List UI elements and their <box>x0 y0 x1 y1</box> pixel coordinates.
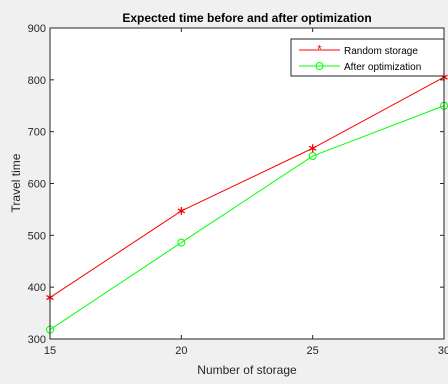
y-tick-label: 300 <box>28 334 46 346</box>
y-tick-label: 700 <box>28 127 46 139</box>
y-tick-label: 500 <box>28 230 46 242</box>
legend-marker-after-optimization <box>315 62 324 70</box>
legend-label-random-storage: Random storage <box>344 46 418 57</box>
y-axis-label: Travel time <box>9 153 23 212</box>
plot-area <box>50 28 444 339</box>
y-tick-label: 800 <box>28 75 46 87</box>
x-tick-label: 30 <box>438 345 448 357</box>
x-axis-label: Number of storage <box>197 363 297 377</box>
legend: * Random storage After optimization <box>290 38 445 77</box>
data-point-random-storage <box>308 144 317 153</box>
chart-title: Expected time before and after optimizat… <box>122 11 371 25</box>
data-point-random-storage <box>177 206 186 215</box>
series-line-random-storage <box>49 76 445 298</box>
data-point-after-optimization <box>308 152 317 161</box>
y-tick-label: 400 <box>28 282 46 294</box>
asterisk-stroke <box>177 208 186 214</box>
series-line-after-optimization <box>49 105 445 331</box>
x-tick-label: 25 <box>307 345 319 357</box>
data-point-after-optimization <box>177 238 186 247</box>
y-tick-label: 900 <box>28 23 46 35</box>
x-tick-label: 20 <box>175 345 187 357</box>
legend-marker-random-storage: * <box>317 43 322 57</box>
legend-label-after-optimization: After optimization <box>344 62 421 73</box>
y-tick-label: 600 <box>28 179 46 191</box>
ticks-layer: 15 20 25 30 300 400 500 600 700 800 900 <box>28 23 448 357</box>
x-tick-label: 15 <box>44 345 56 357</box>
asterisk-stroke <box>308 145 317 151</box>
legend-box <box>290 38 445 77</box>
